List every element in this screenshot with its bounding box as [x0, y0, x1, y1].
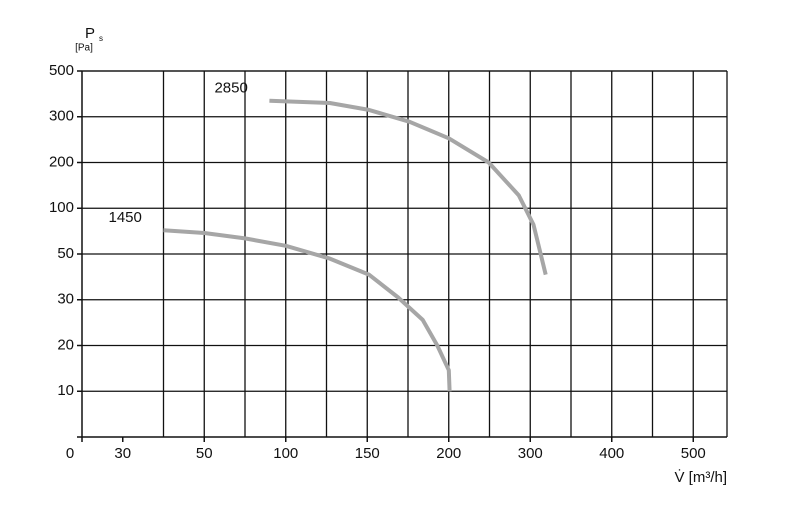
y-label-symbol: P: [85, 25, 95, 42]
x-tick-label: 300: [518, 445, 543, 462]
x-tick-label: 150: [355, 445, 380, 462]
x-tick-label: 200: [436, 445, 461, 462]
y-tick-label: 30: [57, 291, 74, 308]
x-tick-label: 500: [681, 445, 706, 462]
y-tick-label: 500: [49, 62, 74, 79]
x-tick-label: 100: [273, 445, 298, 462]
curve-label: 1450: [109, 209, 142, 226]
y-tick-label: 20: [57, 336, 74, 353]
x-label: V̇ [m³/h]: [674, 469, 727, 486]
y-tick-label: 200: [49, 153, 74, 170]
x-tick-label: 50: [196, 445, 213, 462]
y-label-subscript: s: [99, 34, 103, 43]
x-tick-label: 0: [66, 445, 74, 462]
x-tick-label: 400: [599, 445, 624, 462]
y-tick-label: 50: [57, 245, 74, 262]
x-tick-label: 30: [114, 445, 131, 462]
y-tick-label: 300: [49, 108, 74, 125]
curve: [269, 98, 548, 276]
y-tick-label: 10: [57, 382, 74, 399]
curve: [163, 228, 452, 392]
y-tick-label: 100: [49, 199, 74, 216]
curve-label: 2850: [214, 80, 247, 97]
y-label-unit: [Pa]: [75, 43, 93, 54]
